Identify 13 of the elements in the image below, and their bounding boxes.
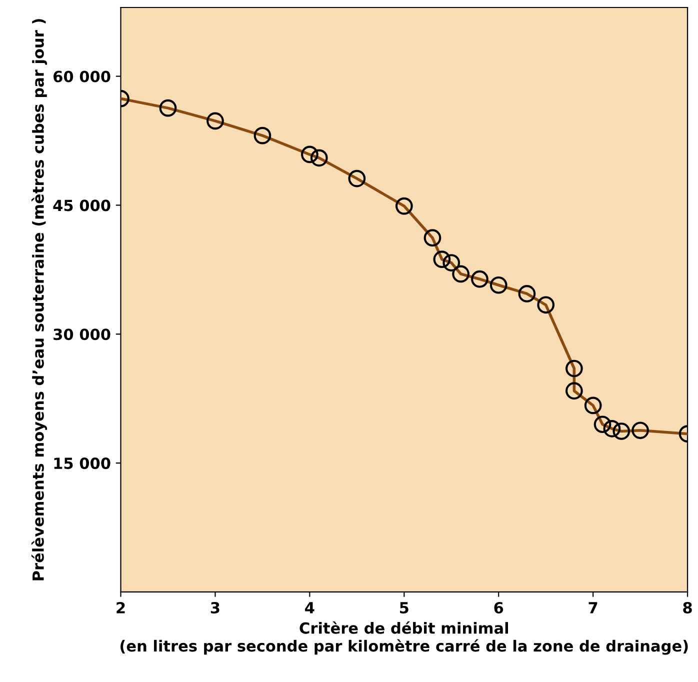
x-tick-label: 8	[683, 602, 692, 614]
x-tick-label: 7	[588, 602, 598, 614]
y-tick-label: 30 000	[54, 328, 110, 340]
x-axis-title: Critère de débit minimal (en litres par seconde par kilomètre carré de la zone de drainage)	[120, 621, 688, 655]
y-tick-label: 45 000	[53, 200, 110, 212]
y-axis-title: Prélèvements moyens d’eau souterraine (mètres cubes par jour )	[31, 19, 48, 580]
y-tick-label: 15 000	[54, 458, 110, 470]
x-tick-label: 2	[116, 602, 125, 614]
y-tick-label: 60 000	[54, 70, 110, 82]
x-tick-label: 4	[305, 602, 314, 614]
x-tick-label: 6	[494, 602, 504, 614]
x-tick-label: 3	[210, 602, 220, 614]
x-tick-label: 5	[400, 602, 408, 614]
